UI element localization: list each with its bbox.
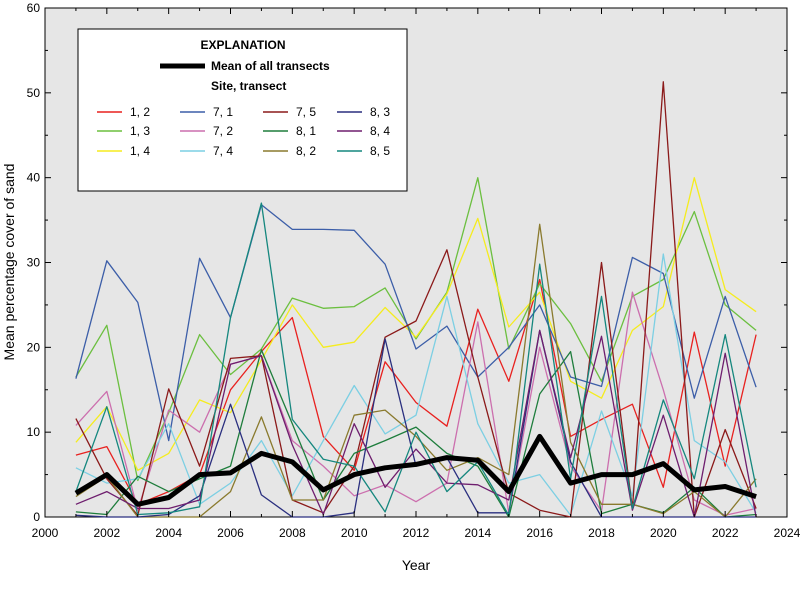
legend-label: 8, 3 (370, 105, 390, 119)
legend-label: 7, 5 (296, 105, 316, 119)
x-tick-label: 2014 (464, 526, 491, 540)
y-tick-label: 0 (33, 510, 40, 524)
y-tick-label: 20 (27, 340, 41, 354)
legend-label: 7, 1 (213, 105, 233, 119)
legend-label: 8, 1 (296, 124, 316, 138)
x-tick-label: 2010 (341, 526, 368, 540)
legend: EXPLANATION Mean of all transects Site, … (77, 28, 408, 192)
y-tick-label: 40 (27, 171, 41, 185)
x-tick-label: 2024 (774, 526, 801, 540)
legend-box (77, 28, 408, 192)
x-tick-label: 2016 (526, 526, 553, 540)
series-line-7-5 (75, 81, 757, 518)
legend-label: 8, 2 (296, 144, 316, 158)
legend-title: EXPLANATION (200, 38, 285, 52)
x-tick-label: 2002 (93, 526, 120, 540)
series-line-7-4 (75, 253, 757, 516)
legend-label: 1, 4 (130, 144, 150, 158)
x-tick-label: 2008 (279, 526, 306, 540)
series-line-1-3 (75, 177, 757, 482)
legend-items: 1, 2 1, 3 1, 4 7, 1 7, 2 7, 4 7, 5 8, 1 8, 2 8, 3… (97, 105, 390, 158)
series-line-8-2 (75, 223, 757, 518)
legend-label: 7, 4 (213, 144, 233, 158)
y-tick-label: 60 (27, 1, 41, 15)
x-axis-title: Year (402, 557, 431, 573)
mean-line (74, 433, 757, 507)
x-tick-label: 2000 (32, 526, 59, 540)
legend-subtitle: Site, transect (211, 79, 286, 93)
y-axis: 0 10 20 30 40 50 60 (27, 1, 787, 524)
x-axis: 2000 2002 2004 2006 2008 2010 2012 2014 2016 2018… (32, 8, 801, 540)
x-tick-label: 2006 (217, 526, 244, 540)
y-tick-label: 10 (27, 425, 41, 439)
x-tick-label: 2012 (403, 526, 430, 540)
y-tick-label: 30 (27, 256, 41, 270)
y-axis-title: Mean percentage cover of sand (1, 164, 17, 361)
series-line-1-4 (75, 177, 757, 471)
x-tick-label: 2022 (712, 526, 739, 540)
x-tick-label: 2004 (155, 526, 182, 540)
y-tick-label: 50 (27, 86, 41, 100)
legend-label: 1, 2 (130, 105, 150, 119)
legend-label: 1, 3 (130, 124, 150, 138)
x-tick-label: 2018 (588, 526, 615, 540)
legend-mean-label: Mean of all transects (211, 59, 330, 73)
series-line-7-1 (75, 204, 757, 442)
mean-layer (74, 433, 757, 507)
series-line-7-2 (75, 291, 757, 516)
x-tick-label: 2020 (650, 526, 677, 540)
legend-label: 8, 4 (370, 124, 390, 138)
legend-label: 7, 2 (213, 124, 233, 138)
legend-label: 8, 5 (370, 144, 390, 158)
series-line-8-4 (75, 329, 757, 518)
